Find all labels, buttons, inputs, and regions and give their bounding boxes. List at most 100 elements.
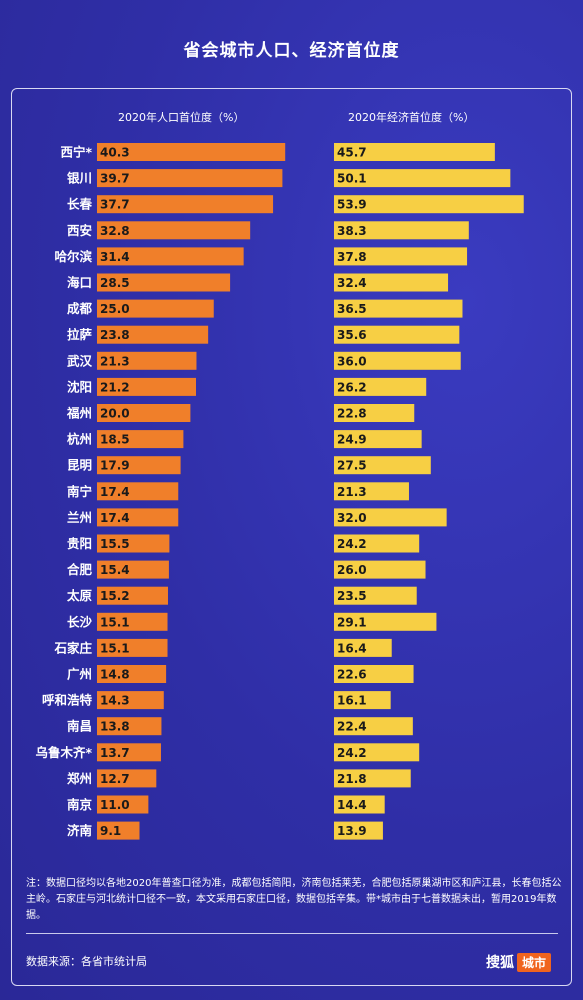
- population-value-label: 15.1: [100, 641, 130, 655]
- city-label: 西宁*: [60, 145, 92, 160]
- economy-value-label: 22.8: [337, 407, 367, 421]
- city-label: 海口: [67, 275, 92, 290]
- population-bar: [97, 612, 168, 631]
- economy-bar: [334, 143, 495, 161]
- economy-value-label: 21.3: [337, 485, 367, 499]
- city-label: 成都: [67, 301, 93, 316]
- city-label: 南宁: [67, 484, 92, 499]
- population-bar: [97, 195, 274, 214]
- economy-bar: [334, 299, 463, 318]
- population-bar: [97, 482, 179, 501]
- economy-bar: [334, 221, 469, 240]
- city-label: 呼和浩特: [42, 693, 93, 708]
- population-bar: [97, 299, 214, 318]
- page-title: 省会城市人口、经济首位度: [183, 41, 400, 61]
- economy-bar: [334, 169, 511, 188]
- population-bar: [97, 665, 167, 683]
- city-label: 兰州: [67, 510, 92, 525]
- economy-value-label: 45.7: [337, 146, 367, 160]
- economy-bar: [334, 325, 460, 344]
- city-label: 乌鲁木齐*: [35, 745, 92, 760]
- population-bar: [97, 638, 168, 657]
- population-value-label: 32.8: [100, 224, 130, 238]
- economy-bar: [334, 508, 447, 527]
- economy-value-label: 16.1: [337, 694, 367, 708]
- city-label: 长沙: [67, 614, 93, 629]
- logo-badge: 城市: [517, 952, 552, 972]
- population-bar: [97, 560, 169, 579]
- population-value-label: 12.7: [100, 772, 130, 786]
- economy-value-label: 22.4: [337, 720, 367, 734]
- city-label: 南京: [67, 797, 93, 812]
- city-label: 哈尔滨: [54, 249, 92, 264]
- economy-value-label: 32.0: [337, 511, 367, 525]
- city-label: 济南: [67, 823, 93, 838]
- economy-value-label: 32.4: [337, 276, 367, 290]
- population-value-label: 18.5: [100, 433, 130, 447]
- economy-value-label: 24.9: [337, 433, 367, 447]
- population-value-label: 15.2: [100, 589, 130, 603]
- economy-bar: [334, 534, 420, 553]
- city-label: 南昌: [67, 719, 92, 734]
- data-source: 数据来源：各省市统计局: [26, 955, 147, 968]
- population-value-label: 39.7: [100, 172, 130, 186]
- economy-value-label: 36.0: [337, 354, 367, 368]
- population-bar: [97, 377, 197, 396]
- economy-bar: [334, 612, 437, 631]
- population-value-label: 9.1: [100, 824, 121, 838]
- economy-bar: [334, 665, 414, 683]
- economy-value-label: 14.4: [337, 798, 367, 812]
- economy-bar: [334, 769, 411, 788]
- city-label: 西安: [67, 223, 92, 238]
- population-bar: [97, 247, 244, 266]
- economy-bar: [334, 404, 415, 422]
- population-value-label: 40.3: [100, 146, 130, 160]
- economy-bar: [334, 482, 409, 501]
- population-header: 2020年人口首位度（%）: [118, 111, 245, 124]
- population-bar: [97, 691, 164, 710]
- economy-value-label: 16.4: [337, 641, 367, 655]
- city-label: 石家庄: [53, 640, 92, 655]
- population-value-label: 17.4: [100, 485, 130, 499]
- population-value-label: 20.0: [100, 407, 130, 421]
- economy-value-label: 27.5: [337, 459, 367, 473]
- economy-bar: [334, 586, 417, 605]
- sohu-city-logo: 搜狐 城市: [486, 951, 552, 973]
- city-label: 贵阳: [67, 536, 92, 551]
- population-bar: [97, 717, 162, 736]
- city-label: 郑州: [67, 771, 92, 786]
- population-bar: [97, 821, 140, 840]
- population-value-label: 15.5: [100, 537, 130, 551]
- economy-value-label: 53.9: [337, 198, 367, 212]
- population-value-label: 13.7: [100, 746, 130, 760]
- footnote: 注：数据口径均以各地2020年普查口径为准，成都包括简阳，济南包括莱芜，合肥包括…: [26, 878, 562, 921]
- population-bar: [97, 273, 231, 292]
- population-bar: [97, 143, 286, 161]
- city-label: 武汉: [67, 353, 93, 368]
- economy-value-label: 21.8: [337, 772, 367, 786]
- economy-header: 2020年经济首位度（%）: [348, 111, 475, 124]
- economy-value-label: 36.5: [337, 302, 367, 316]
- population-bar: [97, 169, 283, 188]
- population-value-label: 14.3: [100, 694, 130, 708]
- economy-bar: [334, 717, 413, 736]
- city-label: 银川: [67, 171, 92, 186]
- economy-value-label: 38.3: [337, 224, 367, 238]
- population-value-label: 13.8: [100, 720, 130, 734]
- population-bar: [97, 769, 157, 788]
- population-bar: [97, 404, 191, 422]
- population-value-label: 21.2: [100, 380, 130, 394]
- economy-value-label: 37.8: [337, 250, 367, 264]
- population-bar: [97, 221, 251, 240]
- economy-bar: [334, 377, 427, 396]
- population-bar: [97, 534, 170, 553]
- population-value-label: 15.1: [100, 615, 130, 629]
- economy-bar: [334, 456, 431, 475]
- population-value-label: 17.9: [100, 459, 130, 473]
- population-bar: [97, 351, 197, 370]
- city-label: 昆明: [67, 458, 92, 473]
- population-bar: [97, 795, 149, 814]
- population-bar: [97, 430, 184, 449]
- city-label: 沈阳: [67, 379, 92, 394]
